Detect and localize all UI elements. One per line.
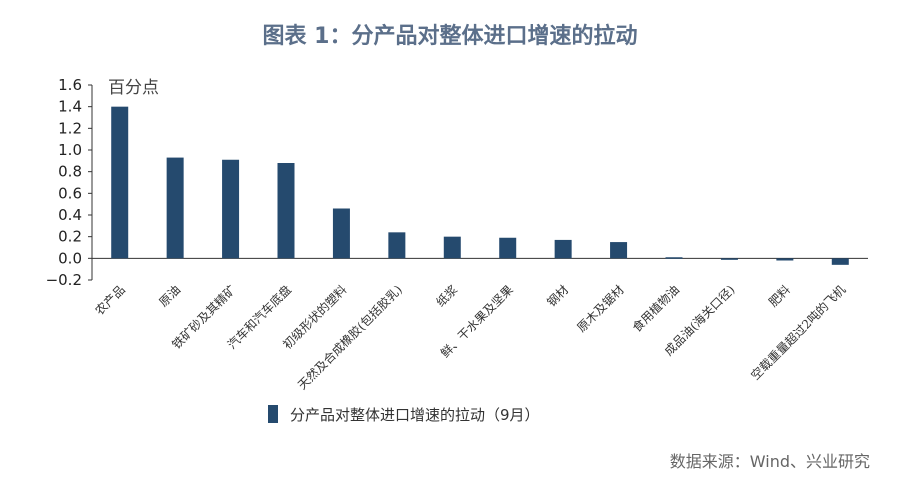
y-axis-unit: 百分点 — [108, 78, 159, 98]
bar — [554, 239, 572, 259]
bar — [665, 257, 683, 259]
x-tick-label: 农产品 — [92, 283, 127, 318]
x-tick-label: 空载重量超过2吨的飞机 — [748, 282, 849, 383]
bar — [222, 159, 240, 259]
y-tick-label: 1.4 — [58, 98, 82, 116]
bar — [610, 242, 628, 259]
x-tick-label: 肥料 — [766, 283, 793, 310]
y-tick-label: 1.0 — [58, 141, 82, 159]
bars — [111, 106, 849, 265]
y-tick-label: 0.6 — [58, 184, 82, 202]
bar — [720, 258, 738, 260]
y-axis: 1.6 1.4 1.2 1.0 0.8 0.6 0.4 0.2 0.0 −0.2 — [46, 76, 868, 289]
y-tick-label: −0.2 — [46, 271, 82, 289]
x-tick-label: 天然及合成橡胶(包括胶乳) — [294, 282, 405, 393]
x-tick-label: 原木及锯材 — [574, 282, 627, 335]
legend-label: 分产品对整体进口增速的拉动（9月） — [290, 406, 540, 424]
chart-title: 图表 1：分产品对整体进口增速的拉动 — [262, 24, 638, 49]
bar — [776, 258, 794, 261]
y-tick-label: 0.2 — [58, 228, 82, 246]
x-tick-label: 原油 — [156, 283, 183, 310]
bar — [277, 163, 295, 259]
x-tick-label: 纸浆 — [433, 282, 461, 310]
y-tick-label: 1.2 — [58, 119, 82, 137]
y-tick-label: 0.8 — [58, 163, 82, 181]
legend-swatch — [268, 405, 278, 423]
y-tick-label: 0.4 — [58, 206, 82, 224]
bar — [443, 236, 461, 259]
bar — [111, 106, 129, 259]
x-tick-label: 钢材 — [544, 283, 571, 310]
source-note: 数据来源：Wind、兴业研究 — [669, 452, 870, 471]
y-tick-label: 0.0 — [58, 249, 82, 267]
bar — [332, 208, 350, 259]
y-tick-label: 1.6 — [58, 76, 82, 94]
bar — [831, 258, 849, 265]
bar — [166, 157, 184, 259]
bar — [499, 237, 517, 259]
x-tick-label: 食用植物油 — [629, 282, 682, 335]
bar — [388, 232, 406, 259]
